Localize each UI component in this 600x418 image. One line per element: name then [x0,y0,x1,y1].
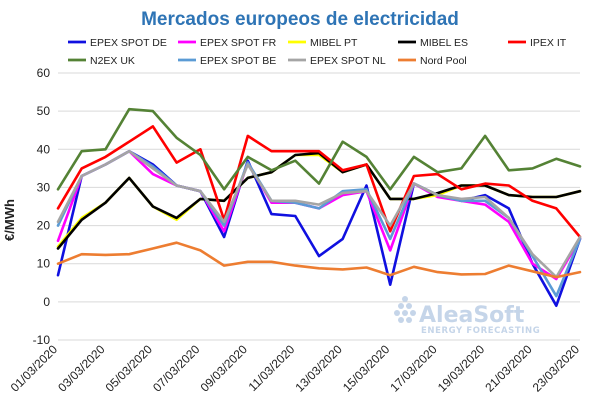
legend-label: N2EX UK [90,55,135,67]
y-tick-label: 50 [37,104,51,118]
y-axis-label: €/MWh [2,199,17,241]
series-line-epex-spot-be [56,149,582,298]
x-tick-label: 05/03/2020 [103,342,156,395]
legend-label: MIBEL PT [310,37,358,49]
chart-title: Mercados europeos de electricidad [141,9,459,30]
x-tick-label: 13/03/2020 [292,342,345,395]
series-lines [56,107,582,308]
legend-item: Nord Pool [398,55,467,67]
x-tick-label: 01/03/2020 [8,342,61,395]
legend-item: MIBEL ES [398,37,468,49]
legend-item: EPEX SPOT NL [288,55,386,67]
y-tick-label: 60 [37,66,51,80]
legend-item: EPEX SPOT DE [68,37,167,49]
series-line-ipex-it [56,125,582,239]
y-tick-label: -10 [33,333,51,347]
legend-label: EPEX SPOT DE [90,37,167,49]
x-tick-label: 19/03/2020 [435,342,488,395]
watermark-brand: AleaSoft [419,303,525,328]
series-line-epex-spot-fr [56,149,582,281]
legend-item: IPEX IT [508,37,567,49]
y-tick-label: 20 [37,219,51,233]
series-line-mibel-es [56,151,582,250]
legend-item: EPEX SPOT FR [178,37,277,49]
legend-label: EPEX SPOT NL [310,55,386,67]
aleasoft-watermark: AleaSoft ENERGY FORECASTING [394,296,540,336]
series-line-epex-spot-nl [56,149,582,279]
series-line-nord-pool [56,241,582,279]
x-tick-label: 07/03/2020 [150,342,203,395]
legend: EPEX SPOT DE EPEX SPOT FR MIBEL PT MIBEL ES… [68,37,567,67]
x-tick-label: 11/03/2020 [246,342,298,394]
legend-label: IPEX IT [530,37,567,49]
y-tick-label: 10 [37,257,51,271]
gridlines [58,72,580,341]
legend-item: N2EX UK [68,55,135,67]
y-tick-label: 0 [43,295,50,309]
x-tick-label: 21/03/2020 [482,342,535,395]
legend-item: MIBEL PT [288,37,358,49]
x-tick-label: 23/03/2020 [530,342,583,395]
y-tick-label: 30 [37,180,51,194]
legend-label: EPEX SPOT BE [200,55,276,67]
y-axis-ticks: -10 0 10 20 30 40 50 60 [33,66,51,347]
y-tick-label: 40 [37,142,51,156]
aleasoft-logo-icon [394,296,416,323]
x-tick-label: 15/03/2020 [340,342,393,395]
legend-label: Nord Pool [420,55,467,67]
x-tick-label: 09/03/2020 [198,342,251,395]
series-line-epex-spot-de [56,149,582,308]
watermark-tagline: ENERGY FORECASTING [421,326,540,336]
legend-label: EPEX SPOT FR [200,37,277,49]
series-line-n2ex-uk [56,107,582,191]
x-tick-label: 03/03/2020 [55,342,108,395]
series-line-mibel-pt [56,153,582,248]
x-tick-label: 17/03/2020 [387,342,440,395]
x-axis-ticks: 01/03/202003/03/202005/03/202007/03/2020… [8,342,583,395]
legend-label: MIBEL ES [420,37,468,49]
legend-item: EPEX SPOT BE [178,55,276,67]
